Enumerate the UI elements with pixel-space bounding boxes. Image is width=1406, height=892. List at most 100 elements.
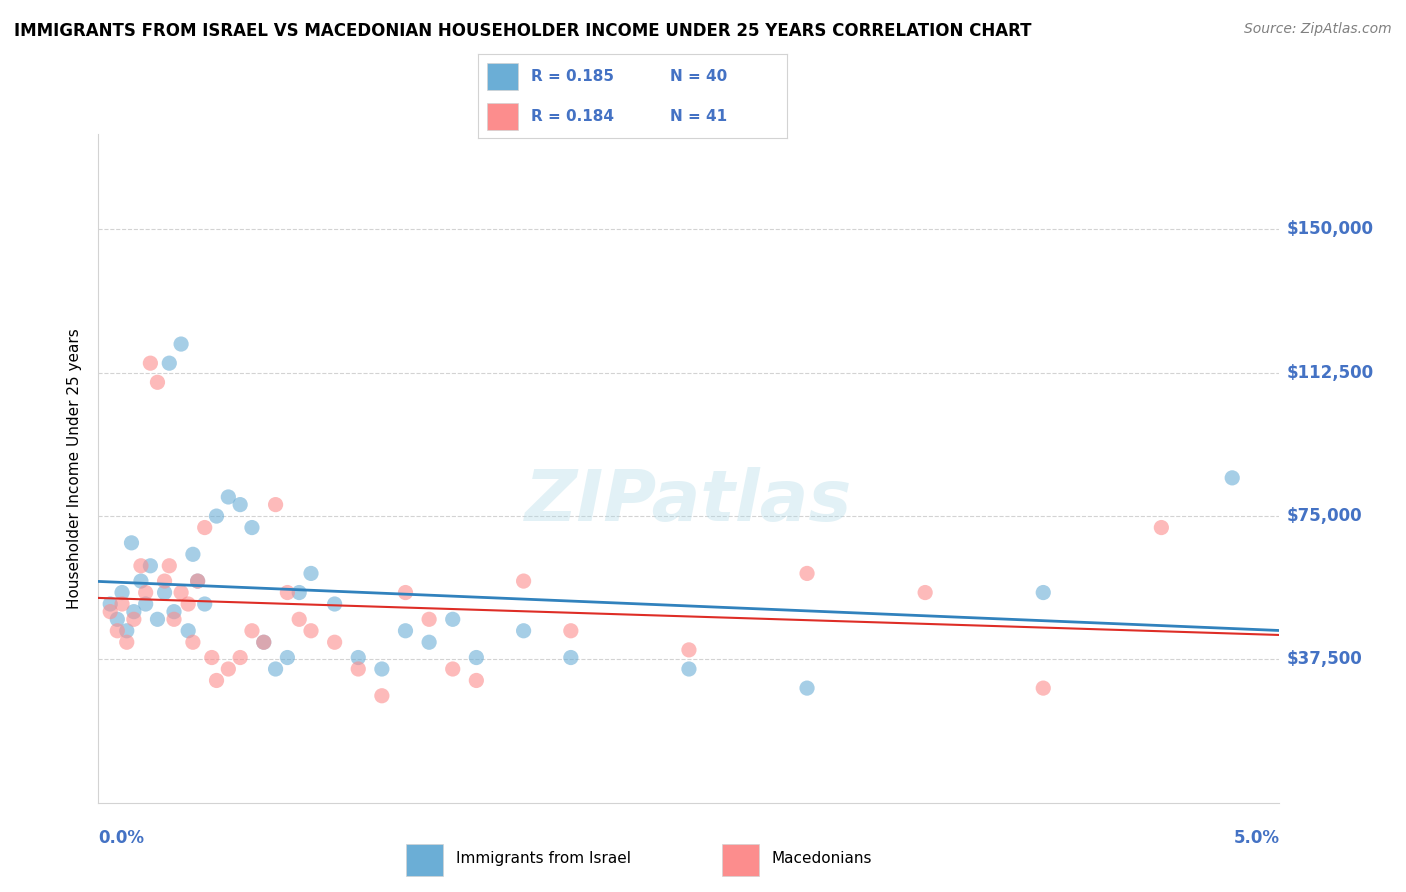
Point [347, 662, 370, 676]
Point [394, 585, 416, 599]
Text: R = 0.184: R = 0.184 [530, 109, 613, 124]
Point [194, 520, 217, 534]
Point [371, 662, 394, 676]
Point [418, 612, 440, 626]
Point [323, 597, 346, 611]
Point [194, 597, 217, 611]
Point [288, 612, 311, 626]
Point [441, 662, 464, 676]
Y-axis label: Householder Income Under 25 years: Householder Income Under 25 years [67, 328, 83, 608]
Text: N = 40: N = 40 [669, 69, 727, 84]
Text: Source: ZipAtlas.com: Source: ZipAtlas.com [1244, 22, 1392, 37]
Point [465, 650, 488, 665]
Point [105, 612, 128, 626]
Point [122, 612, 145, 626]
Point [122, 605, 145, 619]
Text: Immigrants from Israel: Immigrants from Israel [456, 851, 630, 866]
Point [153, 574, 176, 588]
Point [98, 605, 121, 619]
Point [560, 624, 582, 638]
Point [441, 612, 464, 626]
Point [229, 650, 252, 665]
Text: 5.0%: 5.0% [1233, 829, 1279, 847]
Point [796, 566, 818, 581]
Point [105, 624, 128, 638]
Point [146, 376, 169, 390]
Point [276, 650, 298, 665]
FancyBboxPatch shape [488, 62, 519, 90]
Point [1032, 681, 1054, 695]
Point [512, 574, 534, 588]
Point [394, 624, 416, 638]
Point [163, 605, 186, 619]
Point [187, 574, 209, 588]
Point [796, 681, 818, 695]
Point [1032, 585, 1054, 599]
Text: $37,500: $37,500 [1286, 650, 1362, 668]
Point [129, 558, 152, 573]
Point [135, 585, 157, 599]
Point [135, 597, 157, 611]
Point [181, 635, 204, 649]
Text: $75,000: $75,000 [1286, 507, 1362, 525]
Point [512, 624, 534, 638]
Point [111, 585, 134, 599]
Point [678, 643, 700, 657]
Point [418, 635, 440, 649]
Point [240, 520, 263, 534]
Point [205, 673, 228, 688]
Text: $150,000: $150,000 [1286, 220, 1374, 238]
Point [129, 574, 152, 588]
Point [157, 356, 180, 370]
Point [465, 673, 488, 688]
Point [170, 585, 193, 599]
Point [1150, 520, 1173, 534]
Point [157, 558, 180, 573]
FancyBboxPatch shape [406, 844, 443, 876]
Point [264, 662, 287, 676]
Point [139, 356, 162, 370]
Point [170, 337, 193, 351]
Point [217, 490, 239, 504]
Point [229, 498, 252, 512]
Point [288, 585, 311, 599]
Text: Macedonians: Macedonians [770, 851, 872, 866]
Text: ZIPatlas: ZIPatlas [526, 467, 852, 536]
Text: N = 41: N = 41 [669, 109, 727, 124]
Point [121, 536, 143, 550]
Point [560, 650, 582, 665]
Point [323, 635, 346, 649]
Point [914, 585, 936, 599]
Text: 0.0%: 0.0% [98, 829, 145, 847]
Point [253, 635, 276, 649]
Point [347, 650, 370, 665]
FancyBboxPatch shape [488, 103, 519, 130]
Point [201, 650, 224, 665]
Point [115, 624, 138, 638]
Text: IMMIGRANTS FROM ISRAEL VS MACEDONIAN HOUSEHOLDER INCOME UNDER 25 YEARS CORRELATI: IMMIGRANTS FROM ISRAEL VS MACEDONIAN HOU… [14, 22, 1032, 40]
Point [299, 566, 322, 581]
Point [146, 612, 169, 626]
Point [205, 509, 228, 524]
Point [299, 624, 322, 638]
Point [115, 635, 138, 649]
Point [187, 574, 209, 588]
Point [177, 597, 200, 611]
Point [163, 612, 186, 626]
Point [153, 585, 176, 599]
Text: $112,500: $112,500 [1286, 364, 1374, 382]
Point [139, 558, 162, 573]
Point [276, 585, 298, 599]
Point [177, 624, 200, 638]
Text: R = 0.185: R = 0.185 [530, 69, 613, 84]
Point [181, 547, 204, 561]
Point [678, 662, 700, 676]
Point [1220, 471, 1243, 485]
Point [264, 498, 287, 512]
Point [98, 597, 121, 611]
FancyBboxPatch shape [721, 844, 759, 876]
Point [111, 597, 134, 611]
Point [371, 689, 394, 703]
Point [240, 624, 263, 638]
Point [217, 662, 239, 676]
